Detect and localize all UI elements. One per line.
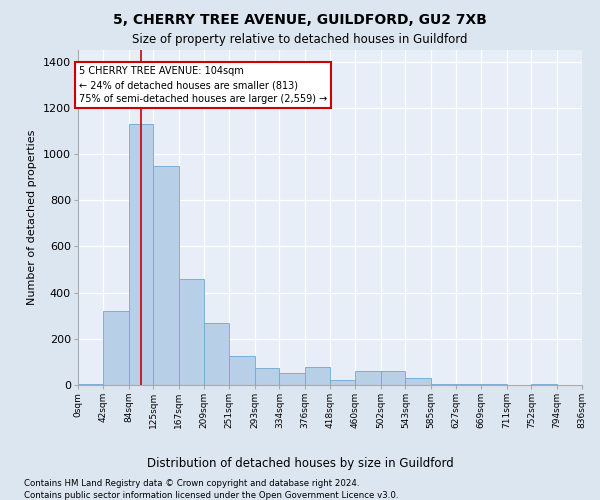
Text: 5 CHERRY TREE AVENUE: 104sqm
← 24% of detached houses are smaller (813)
75% of s: 5 CHERRY TREE AVENUE: 104sqm ← 24% of de… — [79, 66, 328, 104]
Bar — [179, 278, 204, 385]
Text: Distribution of detached houses by size in Guildford: Distribution of detached houses by size … — [146, 458, 454, 470]
Bar — [406, 378, 431, 385]
Text: Size of property relative to detached houses in Guildford: Size of property relative to detached ho… — [132, 32, 468, 46]
Text: 5, CHERRY TREE AVENUE, GUILDFORD, GU2 7XB: 5, CHERRY TREE AVENUE, GUILDFORD, GU2 7X… — [113, 12, 487, 26]
Bar — [103, 311, 128, 385]
Bar — [128, 124, 154, 385]
Text: Contains public sector information licensed under the Open Government Licence v3: Contains public sector information licen… — [24, 491, 398, 500]
Y-axis label: Number of detached properties: Number of detached properties — [28, 130, 37, 305]
Bar — [431, 384, 456, 385]
Bar — [456, 384, 481, 385]
Bar — [380, 371, 406, 385]
Bar — [305, 366, 330, 385]
Text: Contains HM Land Registry data © Crown copyright and database right 2024.: Contains HM Land Registry data © Crown c… — [24, 479, 359, 488]
Bar — [229, 356, 254, 385]
Bar — [154, 166, 179, 385]
Bar — [280, 374, 305, 385]
Bar — [254, 368, 280, 385]
Bar — [78, 384, 103, 385]
Bar — [481, 384, 506, 385]
Bar — [330, 380, 355, 385]
Bar — [355, 371, 380, 385]
Bar — [204, 322, 229, 385]
Bar — [532, 384, 557, 385]
